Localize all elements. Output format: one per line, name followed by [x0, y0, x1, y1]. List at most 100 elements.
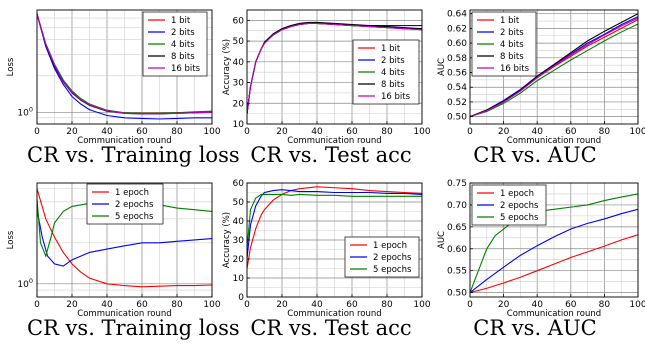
x-axis-label: Communication round — [507, 309, 601, 319]
legend-label: 1 bit — [381, 44, 401, 54]
legend-label: 4 bits — [381, 68, 405, 78]
series-line — [247, 193, 422, 250]
x-tick-label: 80 — [171, 300, 183, 310]
y-tick-label: 0.56 — [447, 69, 467, 79]
legend-label: 5 epochs — [115, 212, 154, 222]
x-tick-label: 20 — [276, 127, 288, 137]
y-axis-label: Loss — [6, 57, 16, 76]
x-tick-label: 40 — [101, 127, 113, 137]
axes-frame — [36, 9, 213, 125]
y-axis-label: AUC — [437, 231, 447, 249]
x-tick-label: 80 — [599, 300, 611, 310]
series-line — [470, 17, 638, 118]
y-tick-label: 10 — [233, 274, 245, 284]
y-tick-label: 0.50 — [447, 289, 467, 299]
x-tick-label: 40 — [101, 300, 113, 310]
legend: 1 epoch 2 epochs 5 epochs — [86, 183, 164, 225]
x-tick-label: 100 — [629, 127, 645, 137]
x-tick-label: 40 — [311, 127, 323, 137]
legend-label: 1 bit — [500, 16, 520, 26]
caption-5: CR vs. Test acc — [250, 316, 412, 340]
series-line — [247, 189, 422, 260]
x-axis-label: Communication round — [287, 136, 381, 146]
y-tick-label: 20 — [233, 99, 245, 109]
y-tick-label: 100 — [17, 105, 33, 118]
x-axis-label: Communication round — [287, 309, 381, 319]
x-tick-label: 100 — [413, 300, 430, 310]
legend: 1 epoch 2 epochs 5 epochs — [471, 184, 547, 226]
series-line — [470, 208, 638, 294]
y-tick-label: 0.64 — [447, 10, 467, 20]
y-tick-label: 40 — [233, 58, 245, 68]
legend-label: 16 bits — [500, 64, 530, 74]
x-tick-label: 80 — [599, 127, 611, 137]
legend-label: 1 epoch — [500, 189, 534, 199]
y-tick-label: 60 — [233, 16, 245, 26]
y-tick-label: 100 — [17, 277, 33, 290]
legend-label: 2 epochs — [373, 253, 412, 263]
x-tick-label: 60 — [565, 300, 577, 310]
x-tick-label: 40 — [311, 300, 323, 310]
legend-label: 1 bit — [171, 16, 191, 26]
x-tick-label: 60 — [346, 300, 358, 310]
legend-label: 1 epoch — [115, 188, 149, 198]
y-tick-label: 10 — [233, 120, 245, 130]
y-tick-label: 0.55 — [447, 267, 467, 277]
series-line — [37, 188, 212, 288]
caption-4: CR vs. Training loss — [27, 316, 240, 340]
x-tick-label: 100 — [203, 127, 220, 137]
y-tick-label: 30 — [233, 236, 245, 246]
x-tick-label: 20 — [498, 127, 510, 137]
y-tick-label: 0.75 — [447, 179, 467, 189]
y-axis-label: Accuracy (%) — [222, 39, 232, 95]
y-axis-label: AUC — [437, 58, 447, 76]
axes-frame — [36, 182, 213, 298]
chart-panel-3: 0 20 40 60 80 100 0.50 0.52 0.54 0.56 0.58 0.60 0.62… — [437, 9, 645, 146]
x-tick-label: 80 — [171, 127, 183, 137]
legend-label: 16 bits — [171, 64, 201, 74]
series-line — [470, 234, 638, 294]
x-tick-label: 60 — [136, 300, 148, 310]
y-tick-label: 0.65 — [447, 223, 467, 233]
series-line — [470, 23, 638, 118]
chart-panel-4: 0 20 40 60 80 100 100 Communication round Loss 1 … — [6, 182, 221, 319]
x-axis-label: Communication round — [77, 309, 171, 319]
y-tick-label: 0.52 — [447, 98, 467, 108]
legend: 1 bit 2 bits 4 bits 8 bits 16 bits — [142, 11, 208, 77]
x-tick-label: 0 — [244, 300, 250, 310]
y-tick-label: 40 — [233, 217, 245, 227]
x-tick-label: 100 — [203, 300, 220, 310]
axes-frame — [469, 9, 639, 125]
caption-2: CR vs. Test acc — [250, 143, 412, 167]
x-tick-label: 0 — [467, 300, 473, 310]
axes-frame — [469, 182, 639, 298]
caption-6: CR vs. AUC — [473, 316, 597, 340]
x-tick-label: 60 — [565, 127, 577, 137]
caption-1: CR vs. Training loss — [27, 143, 240, 167]
x-tick-label: 60 — [346, 127, 358, 137]
x-tick-label: 100 — [629, 300, 645, 310]
y-tick-label: 0 — [238, 293, 244, 303]
y-tick-label: 0.54 — [447, 83, 467, 93]
y-tick-label: 0.70 — [447, 201, 467, 211]
legend-label: 2 epochs — [500, 201, 539, 211]
series-line — [247, 22, 422, 114]
legend-label: 16 bits — [381, 92, 411, 102]
y-tick-label: 30 — [233, 79, 245, 89]
y-tick-label: 0.58 — [447, 54, 467, 64]
x-tick-label: 20 — [276, 300, 288, 310]
x-tick-label: 20 — [66, 300, 78, 310]
x-tick-label: 100 — [413, 127, 430, 137]
y-tick-label: 0.60 — [447, 245, 467, 255]
x-tick-label: 0 — [34, 300, 40, 310]
x-tick-label: 0 — [34, 127, 40, 137]
legend: 1 bit 2 bits 4 bits 8 bits 16 bits — [352, 39, 420, 105]
x-tick-label: 20 — [66, 127, 78, 137]
x-tick-label: 80 — [381, 300, 393, 310]
axes-frame — [246, 9, 423, 125]
legend-label: 2 bits — [171, 28, 195, 38]
x-tick-label: 40 — [531, 127, 543, 137]
